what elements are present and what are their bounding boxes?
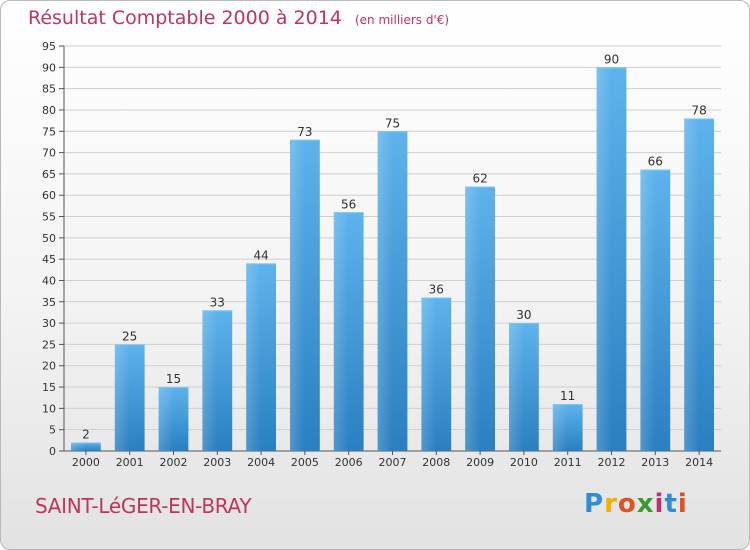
data-label: 90 xyxy=(604,52,619,66)
y-tick-label: 30 xyxy=(42,317,56,330)
logo-letter: t xyxy=(664,489,678,519)
bar-shine xyxy=(465,186,481,451)
x-tick-label: 2012 xyxy=(598,456,626,469)
x-tick-label: 2004 xyxy=(247,456,275,469)
labels: 0 5 10 15 20 25 30 35 40 45 50 55 60 65 70 75 80 85 90 95 2 2… xyxy=(42,40,713,469)
y-tick-label: 25 xyxy=(42,338,56,351)
y-tick-label: 20 xyxy=(42,360,56,373)
y-tick-label: 5 xyxy=(49,424,56,437)
bar-shine xyxy=(290,139,305,451)
bar-shine xyxy=(158,387,174,451)
bar-shine xyxy=(684,118,700,451)
data-label: 56 xyxy=(341,197,356,211)
y-tick-label: 50 xyxy=(42,232,56,245)
logo-letter: i xyxy=(654,489,665,519)
x-tick-label: 2000 xyxy=(72,456,100,469)
bar xyxy=(71,442,101,451)
x-tick-label: 2014 xyxy=(685,456,713,469)
data-label: 75 xyxy=(385,116,400,130)
y-tick-label: 90 xyxy=(42,61,56,74)
data-label: 44 xyxy=(253,248,268,262)
logo-letter: x xyxy=(636,489,655,519)
data-label: 78 xyxy=(691,103,706,117)
y-tick-label: 35 xyxy=(42,296,56,309)
data-label: 73 xyxy=(297,125,312,139)
data-label: 66 xyxy=(648,155,663,169)
proxiti-logo: Proxiti xyxy=(584,489,688,519)
logo-letter: P xyxy=(584,489,605,519)
logo-letter: r xyxy=(604,489,618,519)
bar-shine xyxy=(596,67,612,451)
bar-shine xyxy=(202,310,218,451)
x-tick-label: 2005 xyxy=(291,456,319,469)
y-tick-label: 10 xyxy=(42,402,56,415)
x-tick-label: 2013 xyxy=(641,456,669,469)
data-label: 62 xyxy=(472,172,487,186)
x-tick-label: 2007 xyxy=(379,456,407,469)
chart-title-row: Résultat Comptable 2000 à 2014 (en milli… xyxy=(28,7,449,29)
x-tick-label: 2006 xyxy=(335,456,363,469)
x-tick-label: 2010 xyxy=(510,456,538,469)
bars xyxy=(71,67,714,451)
bar-shine xyxy=(71,442,86,451)
x-tick-label: 2002 xyxy=(160,456,188,469)
x-tick-label: 2003 xyxy=(203,456,231,469)
x-tick-label: 2009 xyxy=(466,456,494,469)
bar-shine xyxy=(421,297,437,451)
y-tick-label: 70 xyxy=(42,147,56,160)
data-label: 15 xyxy=(166,372,181,386)
chart-title: Résultat Comptable 2000 à 2014 xyxy=(28,7,342,29)
y-tick-label: 80 xyxy=(42,104,56,117)
x-tick-label: 2011 xyxy=(554,456,582,469)
x-tick-label: 2001 xyxy=(116,456,144,469)
y-tick-label: 65 xyxy=(42,168,56,181)
bar-shine xyxy=(246,263,262,451)
logo-letter: o xyxy=(617,489,637,519)
chart-unit: (en milliers d'€) xyxy=(354,13,450,27)
commune-name: SAINT-LéGER-EN-BRAY xyxy=(35,494,252,518)
y-tick-label: 55 xyxy=(42,211,56,224)
data-label: 36 xyxy=(429,283,444,297)
y-tick-label: 45 xyxy=(42,253,56,266)
bar-shine xyxy=(333,212,349,451)
y-tick-label: 0 xyxy=(49,445,56,458)
y-tick-label: 85 xyxy=(42,83,56,96)
data-label: 30 xyxy=(516,308,531,322)
logo-letter: i xyxy=(677,489,688,519)
bar-shine xyxy=(114,344,130,451)
y-tick-label: 15 xyxy=(42,381,56,394)
data-label: 33 xyxy=(210,295,225,309)
bar-shine xyxy=(509,323,524,451)
data-label: 11 xyxy=(560,389,575,403)
data-label: 25 xyxy=(122,329,137,343)
bar-shine xyxy=(377,131,393,451)
bar-shine xyxy=(552,404,568,451)
y-tick-label: 75 xyxy=(42,125,56,138)
x-tick-label: 2008 xyxy=(422,456,450,469)
y-tick-label: 40 xyxy=(42,274,56,287)
y-tick-label: 60 xyxy=(42,189,56,202)
y-tick-label: 95 xyxy=(42,40,56,53)
bar-shine xyxy=(640,169,656,451)
data-label: 2 xyxy=(82,427,90,441)
